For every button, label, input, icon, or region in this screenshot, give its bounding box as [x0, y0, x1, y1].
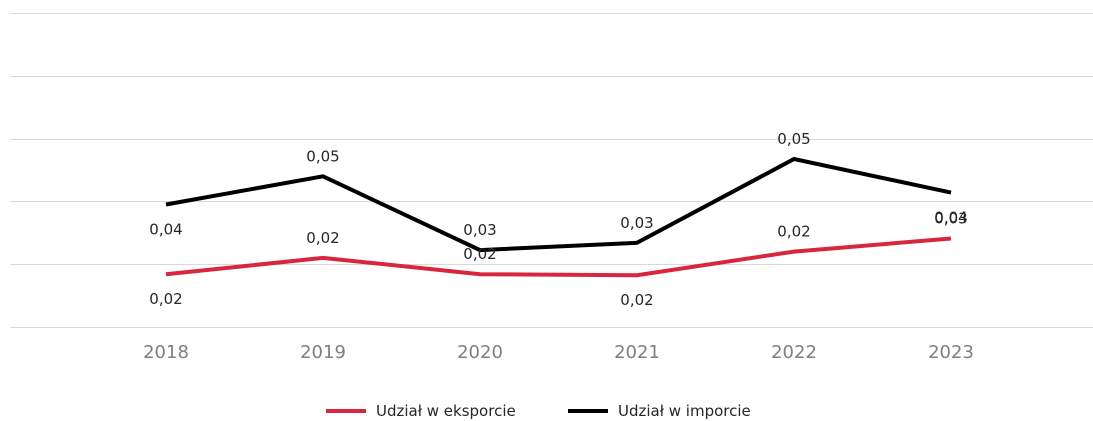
x-tick-label: 2021	[614, 342, 660, 363]
legend-label-export: Udział w eksporcie	[376, 402, 516, 420]
data-label: 0,04	[149, 221, 182, 239]
data-point	[949, 237, 953, 241]
data-point	[164, 272, 168, 276]
data-point	[949, 191, 953, 195]
x-tick-label: 2022	[771, 342, 817, 363]
legend-item-export: Udział w eksporcie	[326, 402, 516, 420]
x-tick-label: 2019	[300, 342, 346, 363]
data-label: 0,02	[777, 223, 810, 241]
series-lines	[164, 156, 953, 278]
data-label: 0,02	[149, 290, 182, 308]
data-label: 0,05	[777, 130, 810, 148]
data-label: 0,02	[306, 229, 339, 247]
data-point	[635, 241, 639, 245]
x-tick-label: 2018	[143, 342, 189, 363]
data-point	[321, 256, 325, 260]
data-point	[321, 174, 325, 178]
legend-label-import: Udział w imporcie	[618, 402, 751, 420]
x-tick-label: 2020	[457, 342, 503, 363]
data-labels: 0,020,020,020,020,020,030,040,050,03 0,03…	[149, 130, 967, 309]
data-label: 0,03	[463, 221, 496, 239]
series-line-import	[165, 156, 952, 253]
data-label: 0,03	[934, 210, 967, 228]
legend-item-import: Udział w imporcie	[568, 402, 751, 420]
x-tick-label: 2023	[928, 342, 974, 363]
data-point	[164, 203, 168, 207]
series-line-export	[165, 236, 952, 278]
x-axis-ticks: 2018 2019 2020 2021 2022 2023	[143, 342, 974, 363]
data-point	[635, 273, 639, 277]
legend: Udział w eksporcie Udział w imporcie	[326, 402, 751, 420]
data-label: 0,05	[306, 147, 339, 165]
data-label: 0,04	[934, 209, 967, 227]
data-point	[792, 157, 796, 161]
data-point	[792, 250, 796, 254]
data-label: 0,03	[620, 214, 653, 232]
data-label: 0,02	[463, 245, 496, 263]
data-point	[478, 272, 482, 276]
data-label: 0,02	[620, 291, 653, 309]
gridlines	[10, 13, 1093, 328]
